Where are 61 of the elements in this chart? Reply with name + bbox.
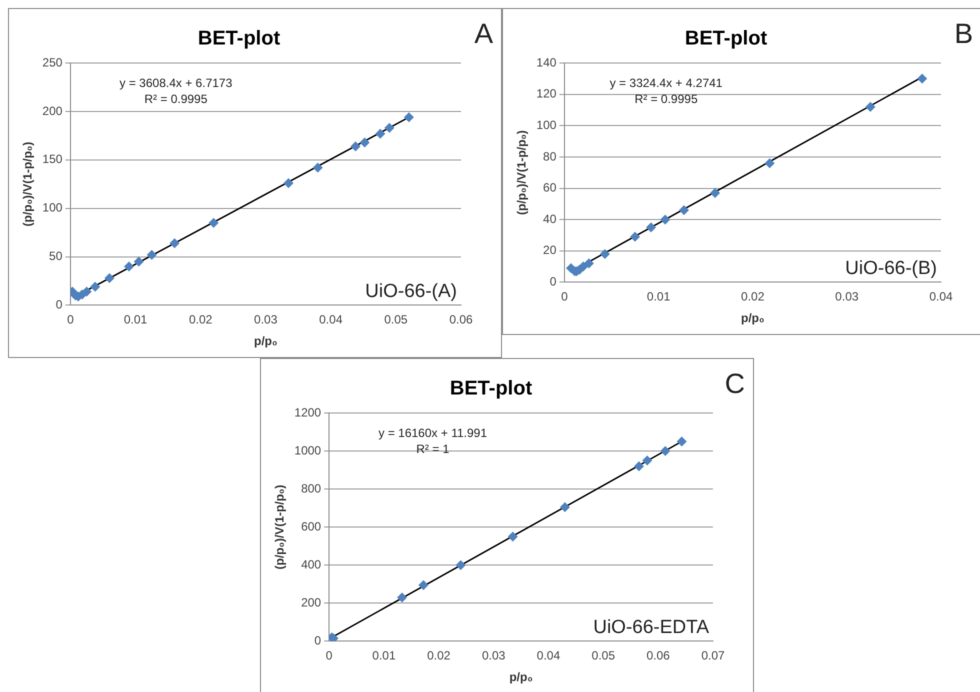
annotation: UiO-66-(B): [845, 258, 937, 280]
x-tick-label: 0.02: [427, 648, 451, 663]
annotation: y = 3608.4x + 6.7173: [119, 76, 233, 90]
x-tick-label: 0: [561, 290, 568, 304]
x-tick-label: 0.04: [536, 648, 560, 663]
text: C: [724, 368, 745, 399]
chart-title: BET-plot: [198, 28, 280, 50]
y-tick-label: 250: [42, 55, 63, 70]
x-axis-title: p/p₀: [254, 334, 278, 348]
annotation: y = 16160x + 11.991: [378, 426, 488, 440]
x-tick-label: 0.04: [319, 312, 343, 327]
x-tick-label: 0.02: [741, 290, 765, 304]
y-tick-label: 0: [550, 274, 557, 289]
text: B: [954, 18, 973, 49]
y-tick-label: 120: [536, 86, 557, 101]
x-tick-label: 0.06: [646, 648, 670, 663]
y-tick-label: 60: [543, 180, 557, 195]
y-tick-label: 100: [536, 118, 557, 132]
y-tick-label: 100: [42, 200, 63, 215]
annotation: R² = 0.9995: [634, 92, 698, 106]
annotation: UiO-66-(A): [365, 281, 457, 302]
annotation: R² = 0.9995: [144, 92, 208, 106]
y-tick-label: 200: [42, 104, 63, 118]
x-axis-title: p/p₀: [509, 670, 533, 684]
x-tick-label: 0: [67, 312, 74, 327]
y-tick-label: 600: [301, 519, 322, 534]
x-tick-label: 0.06: [449, 312, 473, 327]
x-tick-label: 0.01: [646, 290, 671, 304]
y-tick-label: 40: [543, 212, 557, 226]
annotation: y = 3324.4x + 4.2741: [610, 76, 723, 90]
text: A: [474, 18, 494, 49]
x-tick-label: 0.04: [929, 290, 953, 304]
x-axis-title: p/p₀: [741, 311, 764, 326]
y-tick-label: 150: [42, 152, 63, 166]
y-axis-title: (p/p₀)/V(1-p/p₀): [272, 484, 287, 570]
y-tick-label: 20: [543, 243, 557, 258]
y-tick-label: 0: [314, 634, 322, 648]
y-axis-title: (p/p₀)/V(1-p/p₀): [514, 130, 529, 215]
x-tick-label: 0.03: [482, 648, 506, 663]
x-tick-label: 0.03: [835, 290, 859, 304]
x-tick-label: 0: [326, 648, 333, 663]
y-axis-title: (p/p₀)/V(1-p/p₀): [20, 142, 35, 226]
y-tick-label: 200: [301, 595, 322, 610]
y-tick-label: 140: [536, 55, 557, 70]
y-tick-label: 80: [543, 149, 557, 164]
x-tick-label: 0.03: [254, 312, 278, 327]
x-tick-label: 0.05: [592, 648, 616, 663]
x-tick-label: 0.01: [372, 648, 396, 663]
x-tick-label: 0.02: [188, 312, 213, 327]
y-tick-label: 400: [301, 557, 322, 572]
x-tick-label: 0.01: [124, 312, 148, 327]
chart-title: BET-plot: [684, 28, 768, 50]
y-tick-label: 1200: [294, 405, 322, 420]
annotation: R² = 1: [416, 442, 450, 456]
x-tick-label: 0.07: [701, 648, 725, 663]
y-tick-label: 1000: [294, 443, 322, 458]
x-tick-label: 0.05: [384, 312, 408, 327]
y-tick-label: 800: [301, 481, 322, 496]
annotation: UiO-66-EDTA: [593, 617, 710, 638]
chart-title: BET-plot: [450, 378, 532, 400]
y-tick-label: 50: [49, 249, 63, 264]
